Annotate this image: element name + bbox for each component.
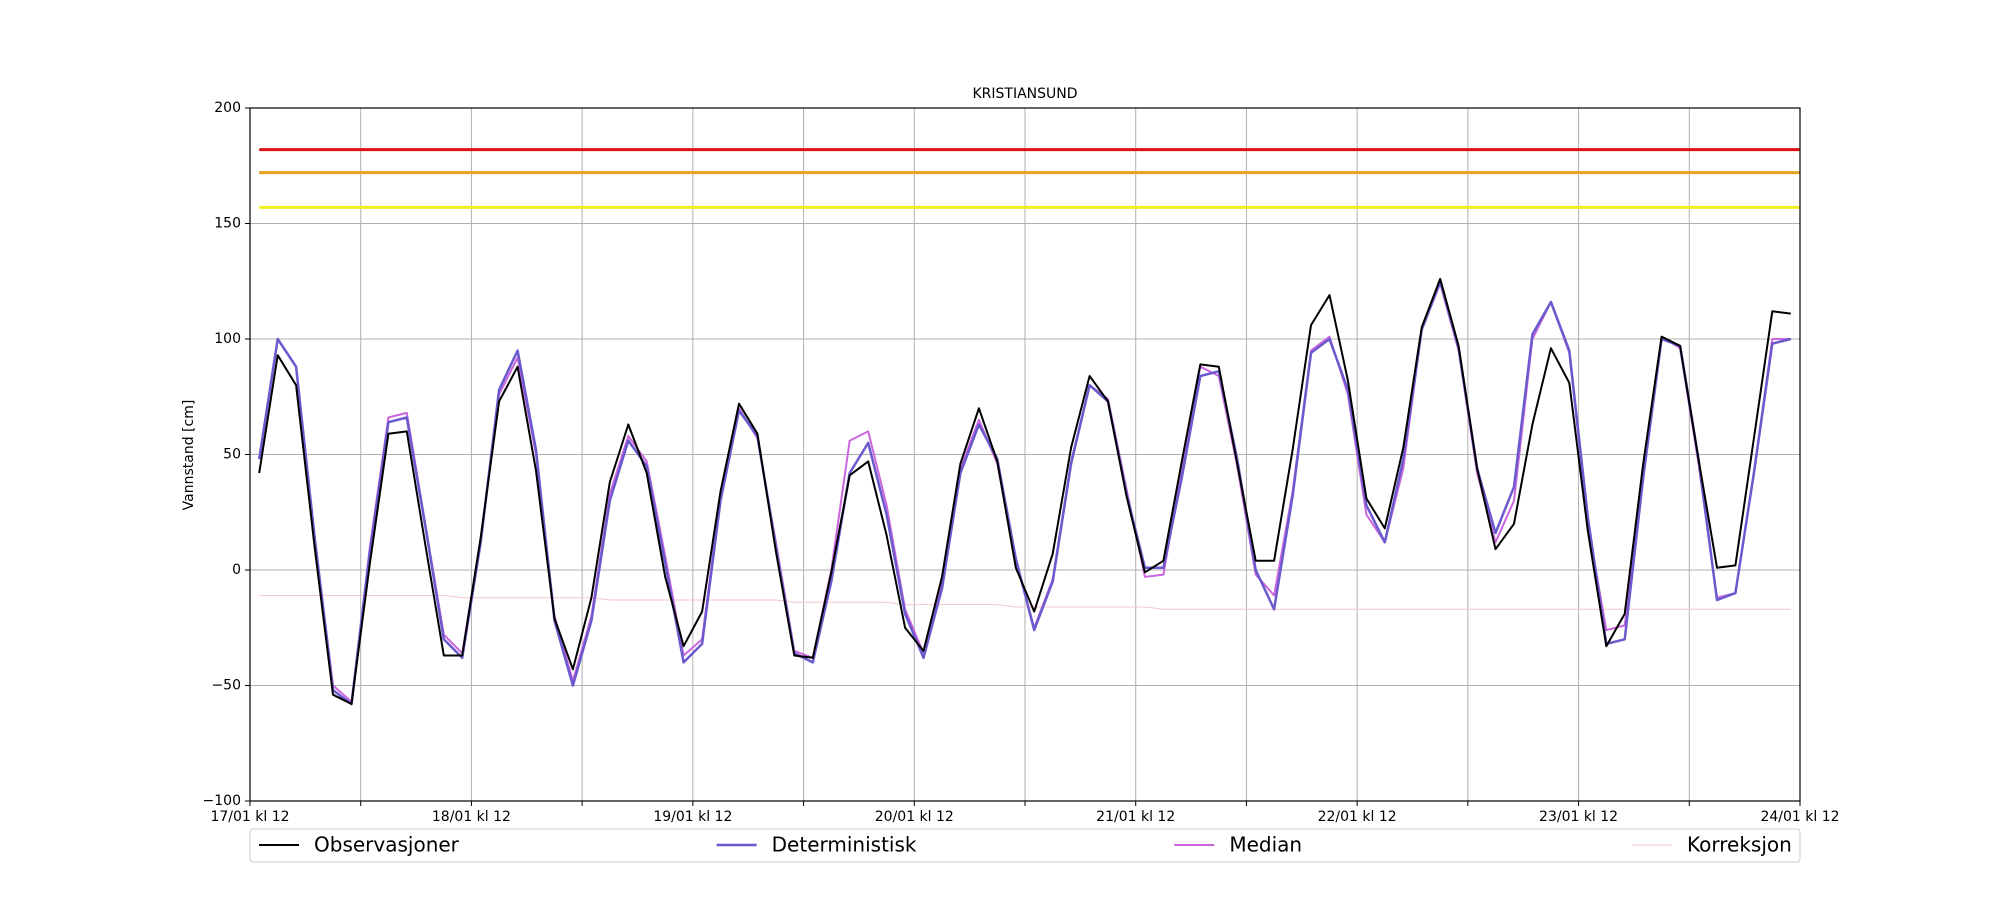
y-tick-label: 0 <box>232 562 241 578</box>
x-tick-label: 20/01 kl 12 <box>875 809 954 825</box>
y-tick-label: 100 <box>214 331 241 347</box>
x-tick-label: 17/01 kl 12 <box>210 809 289 825</box>
x-tick-label: 24/01 kl 12 <box>1760 809 1839 825</box>
series-line <box>259 594 1791 610</box>
y-tick-label: −100 <box>203 793 241 809</box>
x-tick-label: 18/01 kl 12 <box>432 809 511 825</box>
legend-box <box>249 828 1801 863</box>
y-tick-label: 200 <box>214 100 241 116</box>
series-line <box>257 280 1792 706</box>
y-tick-label: 50 <box>223 447 241 463</box>
legend-label: Deterministisk <box>772 833 917 857</box>
legend-label: Korreksjon <box>1687 833 1792 857</box>
y-axis-label: Vannstand [cm] <box>181 400 197 511</box>
x-tick-label: 23/01 kl 12 <box>1539 809 1618 825</box>
x-tick-label: 22/01 kl 12 <box>1318 809 1397 825</box>
chart-title: KRISTIANSUND <box>972 86 1077 102</box>
plot-frame <box>249 107 1801 802</box>
x-tick-label: 21/01 kl 12 <box>1096 809 1175 825</box>
x-tick-label: 19/01 kl 12 <box>653 809 732 825</box>
y-tick-label: 150 <box>214 216 241 232</box>
series-line <box>258 277 1791 705</box>
legend-label: Observasjoner <box>314 833 460 857</box>
legend: Observasjoner Deterministisk Median Korreks… <box>249 828 1801 863</box>
y-tick-label: −50 <box>211 678 241 694</box>
legend-label: Median <box>1229 833 1302 857</box>
